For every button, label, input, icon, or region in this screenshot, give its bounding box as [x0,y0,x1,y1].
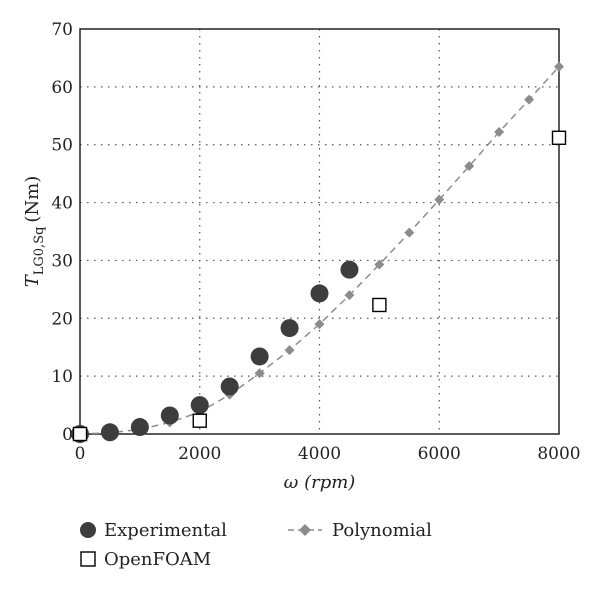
grid [80,29,559,434]
x-axis-ticks: 0 2000 4000 6000 8000 [75,444,581,464]
x-tick-label: 8000 [537,444,580,464]
experimental-point [250,347,269,366]
y-tick-label: 70 [51,20,73,40]
y-tick-label: 50 [51,136,73,156]
x-axis-symbol: ω (rpm) [284,472,356,493]
polynomial-point [344,290,355,301]
polynomial-line [79,66,560,435]
polynomial-point [314,319,325,330]
y-axis-symbol: T [22,273,43,287]
openfoam-point [192,413,207,428]
y-tick-label: 40 [51,194,73,214]
openfoam-point [551,130,567,145]
legend-label-openfoam: OpenFOAM [104,549,211,570]
y-axis-subscript: LG0,Sq [32,227,47,276]
polynomial-point [374,259,385,270]
x-tick-label: 4000 [298,444,341,464]
experimental-point [130,418,149,437]
experimental-point [100,423,119,442]
y-tick-label: 20 [51,309,73,329]
experimental-point [310,284,329,303]
plot-frame [79,28,560,435]
y-tick-label: 60 [51,78,73,98]
polynomial-point [524,94,535,105]
legend-label-polynomial: Polynomial [332,520,432,541]
polynomial-point [284,345,295,356]
y-axis-title: TLG0,Sq (Nm) [22,176,47,288]
polynomial-point [464,161,475,172]
legend-marker-experimental [80,522,96,538]
legend: Experimental OpenFOAM Polynomial [80,520,432,570]
series-layer [71,61,567,443]
x-tick-label: 6000 [418,444,461,464]
polynomial-point [494,126,505,137]
x-tick-label: 2000 [178,444,221,464]
polynomial-point [554,61,564,72]
openfoam-point [72,426,88,442]
y-axis-units: (Nm) [22,176,43,223]
openfoam-point [372,297,387,313]
y-tick-label: 10 [51,367,73,387]
y-tick-label: 30 [51,251,73,271]
experimental-point [280,319,299,338]
legend-marker-openfoam [80,551,96,567]
x-axis-title: ω (rpm) [284,472,356,493]
polynomial-point [404,227,415,238]
experimental-point [220,377,239,396]
polynomial-point [254,368,265,379]
legend-marker-polynomial [299,524,311,536]
y-tick-label: 0 [62,425,73,445]
legend-label-experimental: Experimental [104,520,227,541]
experimental-point [190,396,209,415]
x-tick-label: 0 [75,444,86,464]
experimental-point [160,406,179,425]
experimental-point [340,260,359,279]
y-axis-ticks: 0 10 20 30 40 50 60 70 [51,20,73,445]
polynomial-point [434,194,445,205]
